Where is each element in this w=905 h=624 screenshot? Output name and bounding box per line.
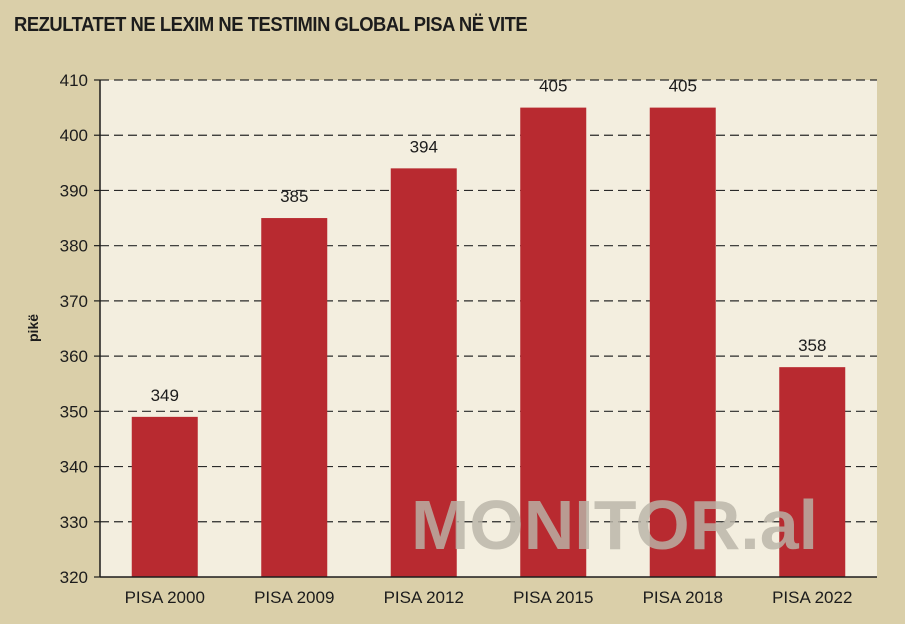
y-tick-label: 360	[60, 347, 88, 366]
plot-area	[100, 80, 877, 577]
x-tick-label: PISA 2015	[513, 588, 593, 607]
bar	[520, 107, 587, 577]
x-tick-label: PISA 2000	[125, 588, 205, 607]
watermark: MONITOR.al	[411, 486, 818, 564]
y-tick-label: 400	[60, 126, 88, 145]
data-labels: 349 385 394 405 405 358	[151, 77, 827, 405]
y-tick-label: 370	[60, 292, 88, 311]
y-axis-ticks: 320 330 340 350 360 370 380 390 400 410	[60, 71, 100, 587]
y-tick-label: 390	[60, 181, 88, 200]
bar	[390, 168, 457, 577]
bar	[649, 107, 716, 577]
x-tick-label: PISA 2009	[254, 588, 334, 607]
y-tick-label: 350	[60, 402, 88, 421]
data-label: 394	[410, 137, 438, 156]
y-tick-label: 320	[60, 568, 88, 587]
x-tick-label: PISA 2018	[643, 588, 723, 607]
chart-title: REZULTATET NE LEXIM NE TESTIMIN GLOBAL P…	[14, 14, 528, 36]
bars	[131, 107, 846, 578]
bar	[131, 416, 198, 577]
y-axis-label: pikë	[25, 314, 41, 342]
y-tick-label: 340	[60, 458, 88, 477]
data-label: 405	[669, 77, 697, 96]
data-label: 358	[798, 336, 826, 355]
bar	[779, 367, 846, 577]
y-tick-label: 380	[60, 237, 88, 256]
x-axis-ticks: PISA 2000 PISA 2009 PISA 2012 PISA 2015 PISA…	[125, 588, 853, 607]
x-tick-label: PISA 2022	[772, 588, 852, 607]
data-label: 385	[280, 187, 308, 206]
bar	[261, 218, 328, 578]
y-tick-label: 330	[60, 513, 88, 532]
data-label: 349	[151, 386, 179, 405]
x-tick-label: PISA 2012	[384, 588, 464, 607]
y-tick-label: 410	[60, 71, 88, 90]
gridlines	[100, 79, 877, 523]
data-label: 405	[539, 77, 567, 96]
